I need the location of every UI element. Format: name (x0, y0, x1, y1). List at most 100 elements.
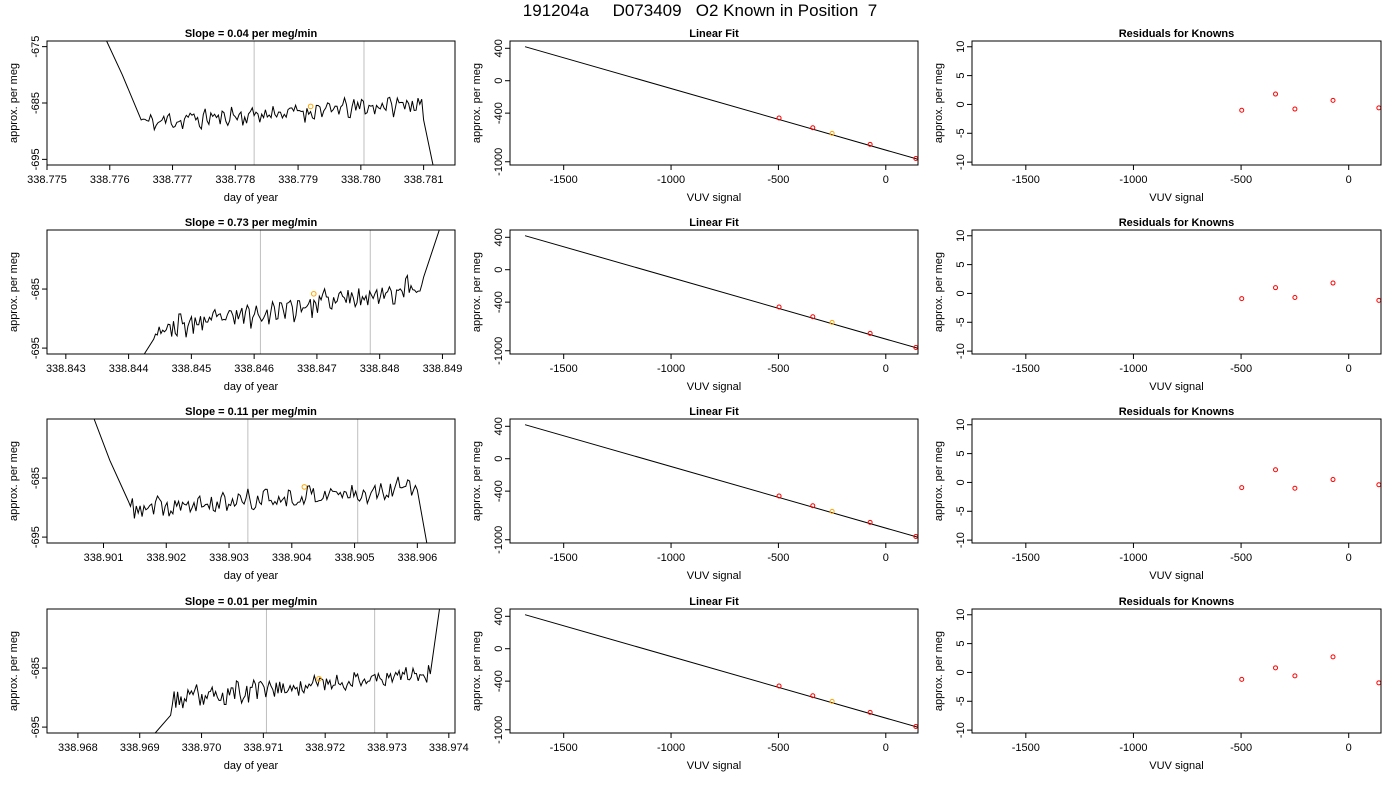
y-axis-label: approx. per meg (8, 252, 20, 332)
fit-point (829, 319, 835, 325)
panel-frame (509, 229, 919, 355)
panel-frame (46, 608, 456, 734)
y-axis-label: approx. per meg (933, 63, 945, 143)
y-axis-label: approx. per meg (933, 252, 945, 332)
signal-trace (154, 609, 440, 733)
x-tick-label: 338.972 (305, 742, 345, 754)
x-tick-label: 338.971 (243, 742, 283, 754)
residual-point (1273, 665, 1279, 671)
x-tick-label: 0 (1346, 742, 1352, 754)
x-tick-label: -1000 (1119, 174, 1147, 186)
x-tick-label: 0 (1346, 174, 1352, 186)
x-tick-label: 0 (883, 742, 889, 754)
y-tick-label: 5 (955, 262, 967, 268)
x-tick-label: 338.778 (215, 174, 255, 186)
y-tick-label: 0 (955, 669, 967, 675)
y-tick-label: 5 (955, 641, 967, 647)
x-tick-label: 338.903 (209, 552, 249, 564)
y-tick-label: -685 (30, 657, 42, 679)
y-tick-label: 0 (493, 646, 505, 652)
residual-point (1239, 485, 1245, 491)
plot-area (106, 41, 434, 165)
y-tick-label: 5 (955, 451, 967, 457)
x-tick-label: 0 (883, 363, 889, 375)
plot-area (143, 230, 440, 354)
panel-linear-fit-row-1: Linear Fit-1500 -1000 -500 04000-400-1000VU… (471, 28, 919, 204)
y-tick-label: -5 (955, 317, 967, 327)
x-tick-label: 338.844 (109, 363, 149, 375)
y-tick-label: 10 (955, 419, 967, 431)
y-tick-label: -10 (955, 722, 967, 738)
panel-linear-fit-row-2: Linear Fit-1500 -1000 -500 04000-400-1000VU… (471, 217, 919, 393)
fit-point (776, 493, 782, 499)
x-axis-label: VUV signal (1149, 381, 1203, 393)
panel-time-series-row-1: Slope = 0.04 per meg/min 338.775 338.776 33… (8, 28, 456, 204)
residual-point (1273, 91, 1279, 97)
plot-area (154, 609, 440, 733)
y-tick-label: -400 (493, 480, 505, 502)
x-tick-label: 338.781 (404, 174, 444, 186)
panel-title: Slope = 0.11 per meg/min (185, 406, 317, 418)
mean-marker (316, 675, 322, 682)
y-tick-label: -5 (955, 128, 967, 138)
x-tick-label: -1500 (550, 742, 578, 754)
x-tick-label: -500 (767, 363, 789, 375)
residual-point (1376, 105, 1381, 111)
x-tick-label: -1500 (1012, 742, 1040, 754)
y-tick-label: -400 (493, 291, 505, 313)
residual-point (1292, 485, 1298, 491)
x-tick-label: 338.849 (423, 363, 463, 375)
x-tick-label: 338.777 (153, 174, 193, 186)
fit-point (829, 130, 835, 136)
x-tick-label: 338.779 (278, 174, 318, 186)
y-axis-label: approx. per meg (933, 441, 945, 521)
panel-frame (509, 40, 919, 166)
x-tick-label: -500 (1230, 174, 1252, 186)
panel-title: Linear Fit (689, 217, 739, 229)
x-tick-label: 338.902 (146, 552, 186, 564)
panel-frame (971, 608, 1382, 734)
panel-frame (509, 418, 919, 544)
y-tick-label: 400 (493, 417, 505, 435)
x-axis-label: VUV signal (687, 570, 741, 582)
fit-point (867, 709, 873, 715)
residual-point (1273, 285, 1279, 291)
x-tick-label: 338.847 (297, 363, 337, 375)
panel-time-series-row-2: Slope = 0.73 per meg/min 338.843 338.844 33… (8, 217, 462, 393)
plot-area (1239, 654, 1381, 686)
y-axis-label: approx. per meg (933, 631, 945, 711)
x-axis-label: VUV signal (1149, 192, 1203, 204)
x-tick-label: -1500 (1012, 174, 1040, 186)
y-tick-label: -400 (493, 102, 505, 124)
x-tick-label: 338.969 (120, 742, 160, 754)
mean-marker (307, 103, 314, 110)
residual-point (1239, 296, 1245, 302)
fit-line (524, 235, 918, 349)
y-tick-label: -5 (955, 696, 967, 706)
panel-title: Slope = 0.73 per meg/min (185, 217, 318, 229)
y-tick-label: -1000 (493, 526, 505, 554)
x-tick-label: -1000 (1119, 742, 1147, 754)
x-axis-label: day of year (224, 760, 279, 772)
y-tick-label: -695 (30, 526, 42, 548)
y-tick-label: -1000 (493, 148, 505, 176)
plot-area (524, 235, 918, 351)
x-tick-label: -1000 (657, 363, 685, 375)
fit-line (524, 424, 918, 538)
plot-area (1239, 467, 1381, 491)
y-axis-label: approx. per meg (471, 252, 483, 332)
x-tick-label: -1000 (657, 174, 685, 186)
x-tick-label: -500 (1230, 552, 1252, 564)
plot-area (93, 419, 428, 543)
x-axis-label: VUV signal (687, 760, 741, 772)
panel-title: Residuals for Knowns (1119, 596, 1235, 608)
y-tick-label: -10 (955, 154, 967, 170)
fit-line (524, 614, 918, 728)
fit-point (810, 125, 816, 131)
y-tick-label: -10 (955, 532, 967, 548)
residual-point (1376, 680, 1381, 686)
y-tick-label: -685 (30, 467, 42, 489)
x-tick-label: -1500 (550, 363, 578, 375)
panel-title: Slope = 0.01 per meg/min (185, 596, 318, 608)
y-axis-label: approx. per meg (471, 63, 483, 143)
